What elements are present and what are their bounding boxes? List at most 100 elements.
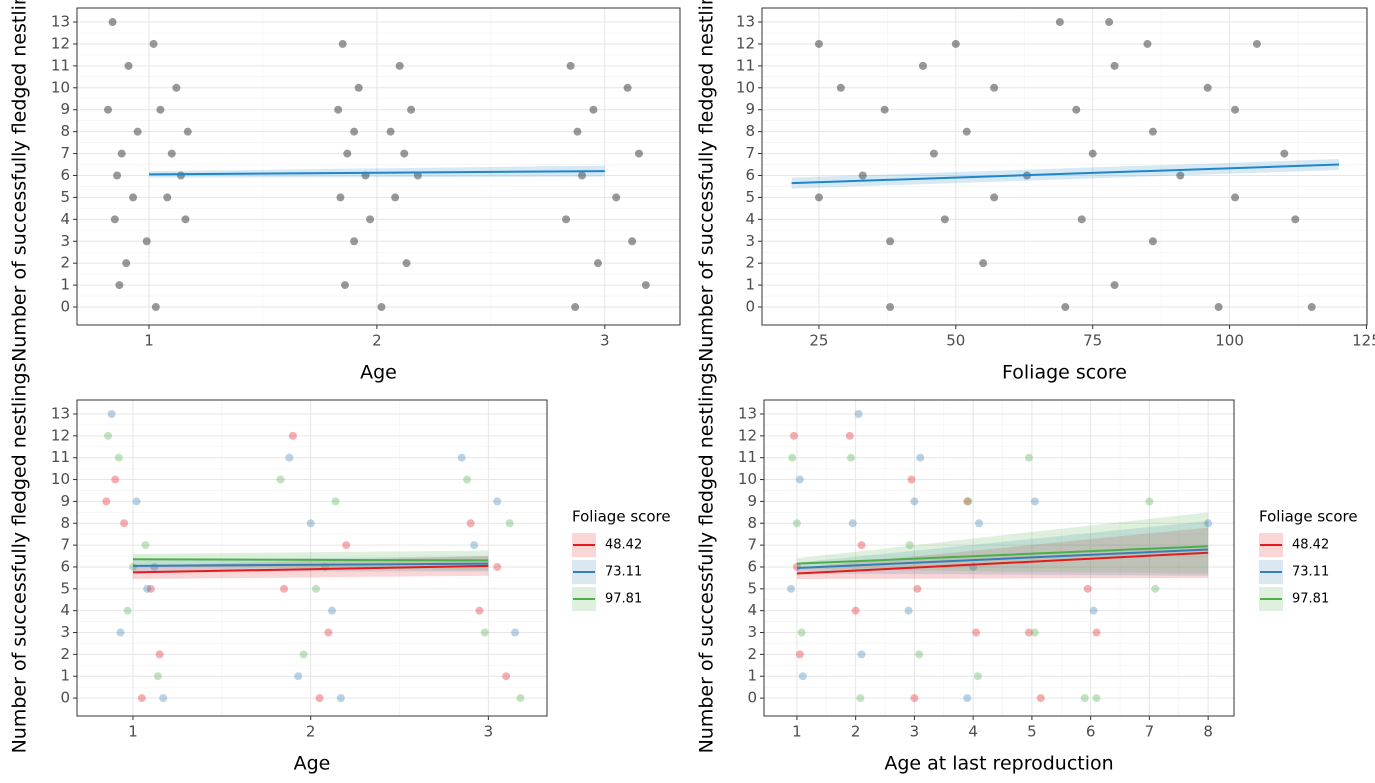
y-tick-label: 2 xyxy=(747,645,757,663)
point xyxy=(1030,628,1039,637)
point xyxy=(350,237,359,246)
point xyxy=(493,497,502,506)
point xyxy=(480,628,489,637)
point xyxy=(1030,497,1039,506)
point xyxy=(391,193,400,202)
x-tick-label: 1 xyxy=(144,332,154,350)
plot-border xyxy=(761,7,1368,326)
y-tick-label: 12 xyxy=(738,426,757,444)
plot-border xyxy=(763,399,1235,717)
point xyxy=(1088,149,1097,158)
y-tick-label: 3 xyxy=(747,623,757,641)
point xyxy=(593,259,602,268)
point xyxy=(905,541,914,550)
y-tick-label: 5 xyxy=(745,188,755,206)
point xyxy=(858,171,867,180)
point xyxy=(856,694,865,703)
point xyxy=(167,149,176,158)
y-tick-label: 0 xyxy=(745,298,755,316)
y-tick-label: 11 xyxy=(738,448,757,466)
point xyxy=(562,215,571,224)
y-tick-label: 4 xyxy=(745,210,755,228)
point xyxy=(913,584,922,593)
y-tick-label: 13 xyxy=(736,13,755,31)
plot-area xyxy=(762,8,1367,325)
x-axis-title: Age xyxy=(294,753,331,775)
point xyxy=(990,83,999,92)
point xyxy=(1061,303,1070,312)
legend-label: 73.11 xyxy=(605,565,642,580)
point xyxy=(142,237,151,246)
y-tick-label: 9 xyxy=(745,100,755,118)
y-tick-label: 7 xyxy=(60,536,70,554)
y-tick-label: 11 xyxy=(736,56,755,74)
point xyxy=(155,650,164,659)
point xyxy=(334,105,343,114)
point xyxy=(1110,61,1119,70)
point xyxy=(951,39,960,48)
point xyxy=(788,453,797,462)
y-tick-label: 8 xyxy=(747,514,757,532)
point xyxy=(377,303,386,312)
point xyxy=(845,431,854,440)
y-tick-label: 13 xyxy=(738,404,757,422)
point xyxy=(311,584,320,593)
y-tick-label: 3 xyxy=(745,232,755,250)
point xyxy=(990,193,999,202)
x-tick-label: 75 xyxy=(1083,332,1102,350)
y-tick-label: 1 xyxy=(60,667,70,685)
x-tick-label: 3 xyxy=(484,723,494,741)
point xyxy=(110,215,119,224)
point xyxy=(1231,193,1240,202)
y-tick-label: 2 xyxy=(60,645,70,663)
y-tick-label: 0 xyxy=(747,689,757,707)
point xyxy=(1092,628,1101,637)
point xyxy=(1036,694,1045,703)
fit-line xyxy=(132,564,489,574)
point xyxy=(457,453,466,462)
point xyxy=(327,606,336,615)
point xyxy=(141,541,150,550)
point xyxy=(1055,18,1064,27)
x-axis-title: Foliage score xyxy=(1002,362,1127,384)
x-tick-label: 25 xyxy=(809,332,828,350)
y-tick-label: 7 xyxy=(60,144,70,162)
point xyxy=(153,672,162,681)
y-axis-title: Number of successfully fledged nestlings xyxy=(9,363,31,754)
y-tick-label: 8 xyxy=(60,514,70,532)
point xyxy=(940,215,949,224)
point xyxy=(628,237,637,246)
y-tick-label: 12 xyxy=(51,426,70,444)
point xyxy=(973,672,982,681)
x-tick-label: 4 xyxy=(968,723,978,741)
point xyxy=(886,237,895,246)
point xyxy=(336,694,345,703)
point xyxy=(285,453,294,462)
y-tick-label: 10 xyxy=(51,78,70,96)
y-tick-label: 1 xyxy=(745,276,755,294)
y-tick-label: 13 xyxy=(51,404,70,422)
point xyxy=(851,606,860,615)
point xyxy=(115,281,124,290)
point xyxy=(324,628,333,637)
plot-area xyxy=(764,400,1234,716)
point xyxy=(129,193,138,202)
point xyxy=(814,39,823,48)
point xyxy=(299,650,308,659)
fit-line xyxy=(796,551,1209,575)
x-tick-label: 125 xyxy=(1352,332,1375,350)
point xyxy=(276,475,285,484)
point xyxy=(1204,519,1213,528)
point xyxy=(342,541,351,550)
point xyxy=(566,61,575,70)
legend-label: 48.42 xyxy=(1292,538,1329,553)
point xyxy=(1024,453,1033,462)
y-tick-label: 11 xyxy=(51,56,70,74)
point xyxy=(1024,628,1033,637)
point xyxy=(573,127,582,136)
fit-line xyxy=(149,170,605,176)
fit-line xyxy=(791,163,1340,185)
x-tick-label: 3 xyxy=(910,723,920,741)
point xyxy=(612,193,621,202)
